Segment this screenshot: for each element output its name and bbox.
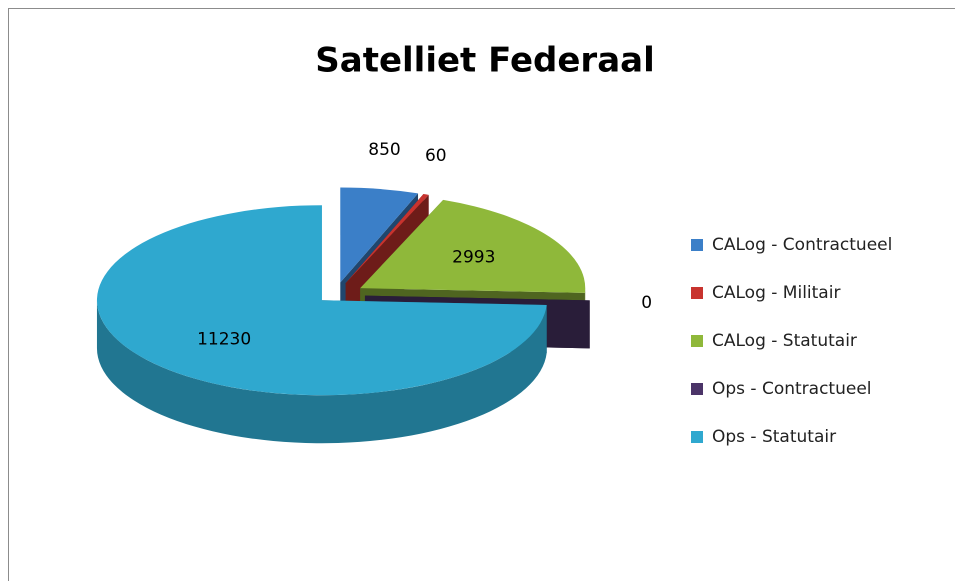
legend-label: CALog - Militair <box>712 283 840 303</box>
legend-label: CALog - Statutair <box>712 331 857 351</box>
data-label: 0 <box>641 293 652 313</box>
pie-slice <box>340 187 419 283</box>
slice-tops <box>96 187 590 396</box>
pie-slice <box>345 194 429 284</box>
data-label: 11230 <box>197 330 251 350</box>
pie-slice <box>96 205 547 396</box>
data-label: 60 <box>425 146 447 166</box>
pie-slice <box>360 199 586 293</box>
data-label: 850 <box>368 140 400 160</box>
legend-swatch <box>691 287 703 299</box>
legend-label: Ops - Statutair <box>712 427 836 447</box>
data-label: 2993 <box>452 247 495 267</box>
legend-swatch <box>691 431 703 443</box>
legend-swatch <box>691 335 703 347</box>
legend-swatch <box>691 239 703 251</box>
legend-label: Ops - Contractueel <box>712 379 872 399</box>
chart-title: Satelliet Federaal <box>315 41 654 81</box>
legend-swatch <box>691 383 703 395</box>
slice-wall <box>96 300 547 444</box>
legend-label: CALog - Contractueel <box>712 235 892 255</box>
